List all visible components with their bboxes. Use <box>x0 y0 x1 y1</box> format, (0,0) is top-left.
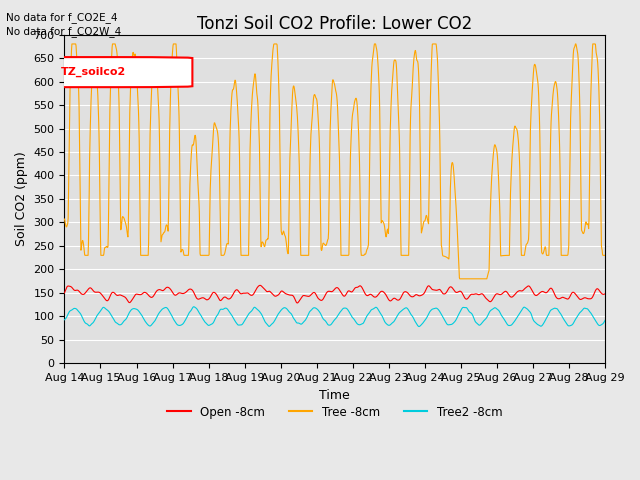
Line: Open -8cm: Open -8cm <box>65 285 605 303</box>
Open -8cm <box>490 294 498 300</box>
Tree2 -8cm <box>602 317 609 323</box>
Line: Tree -8cm: Tree -8cm <box>65 44 605 279</box>
Tree -8cm <box>490 146 498 152</box>
Title: Tonzi Soil CO2 Profile: Lower CO2: Tonzi Soil CO2 Profile: Lower CO2 <box>197 15 472 33</box>
Tree -8cm <box>181 252 189 258</box>
Open -8cm <box>602 291 609 297</box>
Open -8cm <box>241 290 249 296</box>
Y-axis label: Soil CO2 (ppm): Soil CO2 (ppm) <box>15 152 28 246</box>
Tree -8cm <box>168 57 176 63</box>
Text: TZ_soilco2: TZ_soilco2 <box>61 67 126 77</box>
Tree -8cm <box>419 223 427 229</box>
Tree -8cm <box>602 252 609 258</box>
Tree2 -8cm <box>242 316 250 322</box>
Legend: Open -8cm, Tree -8cm, Tree2 -8cm: Open -8cm, Tree -8cm, Tree2 -8cm <box>163 401 507 423</box>
Open -8cm <box>181 290 189 296</box>
Open -8cm <box>538 289 545 295</box>
Open -8cm <box>257 282 264 288</box>
Tree2 -8cm <box>490 305 498 311</box>
FancyBboxPatch shape <box>0 57 193 87</box>
Tree2 -8cm <box>61 317 68 323</box>
Tree -8cm <box>61 216 68 222</box>
Tree -8cm <box>242 252 250 258</box>
Tree -8cm <box>68 41 76 47</box>
Open -8cm <box>168 288 175 294</box>
Line: Tree2 -8cm: Tree2 -8cm <box>65 307 605 326</box>
Tree -8cm <box>456 276 463 282</box>
Text: No data for f_CO2E_4: No data for f_CO2E_4 <box>6 12 118 23</box>
Tree2 -8cm <box>168 312 175 318</box>
Tree2 -8cm <box>419 320 427 325</box>
Tree2 -8cm <box>181 318 189 324</box>
Tree2 -8cm <box>538 323 545 329</box>
Text: No data for f_CO2W_4: No data for f_CO2W_4 <box>6 26 122 37</box>
Open -8cm <box>294 300 301 306</box>
Tree2 -8cm <box>190 304 198 310</box>
Tree -8cm <box>538 250 545 255</box>
Open -8cm <box>419 291 427 297</box>
Open -8cm <box>61 290 68 296</box>
X-axis label: Time: Time <box>319 389 350 402</box>
Tree2 -8cm <box>415 324 423 329</box>
